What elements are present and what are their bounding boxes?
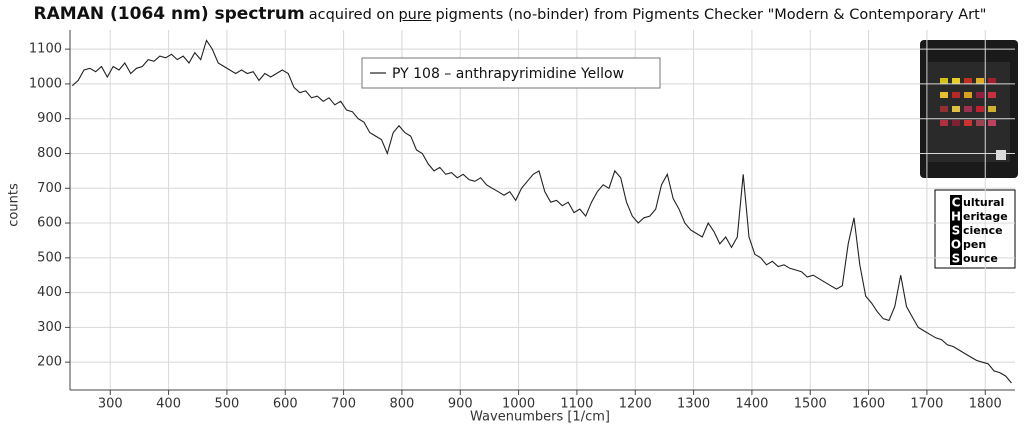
x-tick-label: 300 bbox=[98, 397, 123, 412]
subtitle: pure bbox=[398, 7, 432, 23]
x-tick-label: 1500 bbox=[794, 397, 827, 412]
x-tick-label: 700 bbox=[331, 397, 356, 412]
y-tick-label: 300 bbox=[37, 320, 62, 335]
x-tick-label: 900 bbox=[448, 397, 473, 412]
logo-word: cience bbox=[963, 224, 1003, 237]
logo-letter-box bbox=[950, 237, 962, 251]
subtitle: pigments (no-binder) from Pigments Check… bbox=[435, 7, 987, 23]
x-tick-label: 1300 bbox=[677, 397, 710, 412]
logo-letter: H bbox=[951, 210, 961, 224]
x-tick-label: 1200 bbox=[619, 397, 652, 412]
y-tick-label: 600 bbox=[37, 216, 62, 231]
spectrum-line bbox=[71, 39, 1012, 384]
x-tick-label: 600 bbox=[273, 397, 298, 412]
x-tick-label: 1100 bbox=[560, 397, 593, 412]
x-tick-label: 500 bbox=[215, 397, 240, 412]
y-tick-label: 200 bbox=[37, 355, 62, 370]
chart-title: RAMAN (1064 nm) spectrum bbox=[33, 4, 305, 24]
legend-label: PY 108 – anthrapyrimidine Yellow bbox=[392, 66, 624, 82]
x-tick-label: 400 bbox=[156, 397, 181, 412]
x-tick-label: 1000 bbox=[502, 397, 535, 412]
y-tick-label: 500 bbox=[37, 250, 62, 265]
legend: PY 108 – anthrapyrimidine Yellow bbox=[361, 57, 661, 89]
logo-letter: O bbox=[951, 238, 961, 252]
pigment-card bbox=[920, 40, 1018, 178]
x-tick-label: 1800 bbox=[969, 397, 1002, 412]
x-tick-label: 1600 bbox=[852, 397, 885, 412]
legend-box bbox=[361, 57, 661, 89]
y-tick-label: 1100 bbox=[29, 42, 62, 57]
y-tick-label: 400 bbox=[37, 285, 62, 300]
y-tick-label: 800 bbox=[37, 146, 62, 161]
logo-letter-box bbox=[950, 209, 962, 223]
y-axis-label: counts bbox=[7, 183, 22, 227]
logo-word: ource bbox=[963, 252, 998, 265]
logo-word: eritage bbox=[963, 210, 1008, 223]
x-tick-label: 800 bbox=[390, 397, 415, 412]
logo-letter-box bbox=[950, 251, 962, 265]
y-tick-label: 700 bbox=[37, 181, 62, 196]
title-block: RAMAN (1064 nm) spectrum acquired on pure p… bbox=[0, 4, 1024, 24]
logo-letter: C bbox=[952, 196, 961, 210]
subtitle: acquired on bbox=[308, 7, 395, 23]
logo-box bbox=[934, 189, 1016, 269]
logo-word: ultural bbox=[963, 196, 1004, 209]
logo-letter-box bbox=[950, 195, 962, 209]
x-axis-label: Wavenumbers [1/cm] bbox=[470, 410, 610, 425]
logo-letter: S bbox=[952, 224, 961, 238]
x-tick-label: 1700 bbox=[910, 397, 943, 412]
logo-letter-box bbox=[950, 223, 962, 237]
x-tick-label: 1400 bbox=[735, 397, 768, 412]
logo-letter: S bbox=[952, 252, 961, 266]
y-tick-label: 900 bbox=[37, 111, 62, 126]
y-tick-label: 1000 bbox=[29, 76, 62, 91]
logo-word: pen bbox=[963, 238, 986, 251]
